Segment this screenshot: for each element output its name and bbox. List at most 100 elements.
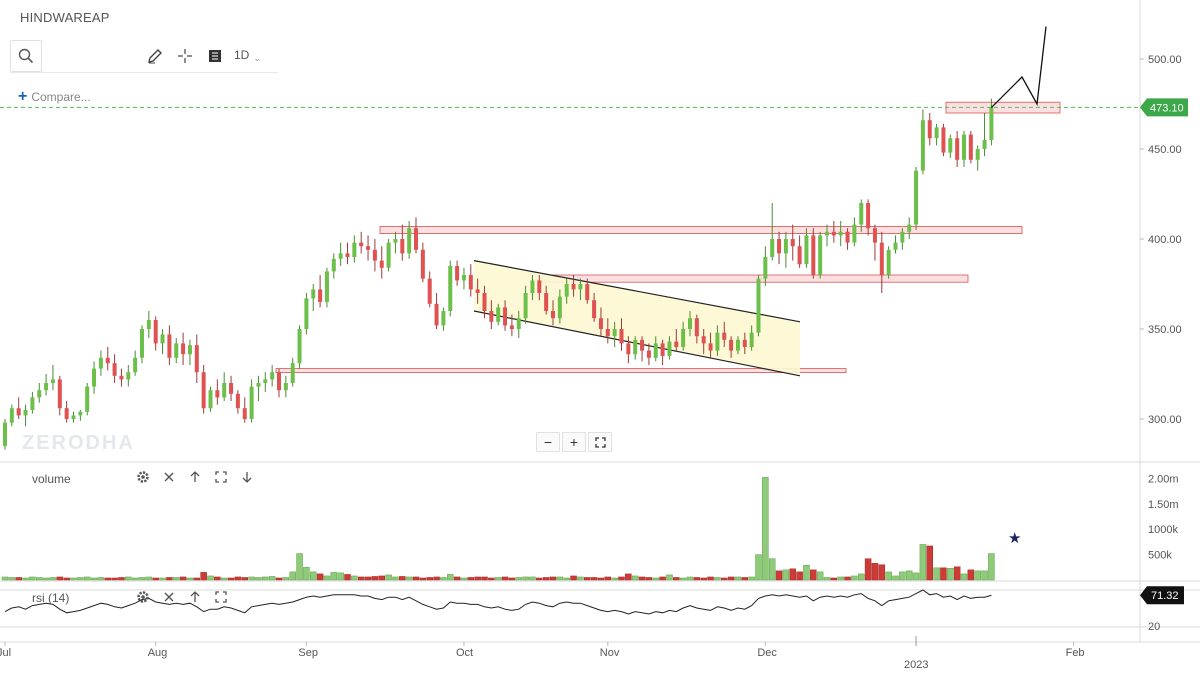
arrow-up-icon[interactable] — [188, 590, 202, 604]
candle-body — [71, 415, 76, 419]
candle-body — [660, 343, 665, 356]
candle-body — [633, 339, 638, 355]
candle-body — [530, 280, 535, 293]
candle-body — [872, 228, 877, 243]
pencil-icon[interactable] — [140, 41, 170, 71]
time-tick-label: Feb — [1066, 647, 1085, 659]
volume-bar — [378, 575, 385, 581]
candle-body — [119, 375, 124, 380]
volume-bar — [864, 558, 872, 581]
volume-bar — [501, 576, 509, 581]
volume-bar — [816, 571, 824, 581]
candle-body — [194, 345, 199, 373]
candle-body — [831, 231, 836, 236]
volume-bar — [8, 577, 16, 581]
candle-body — [934, 127, 939, 139]
volume-bar — [858, 573, 865, 581]
volume-bar — [90, 577, 98, 581]
candle-body — [16, 408, 21, 416]
search-icon[interactable] — [10, 40, 42, 72]
candle-body — [804, 235, 809, 265]
volume-bar — [227, 577, 235, 581]
volume-bar — [851, 575, 858, 581]
arrow-down-icon[interactable] — [240, 470, 254, 484]
candle-body — [523, 293, 528, 319]
volume-bar — [15, 577, 22, 581]
candle-body — [941, 127, 946, 153]
last-price-badge — [1140, 98, 1188, 117]
candle-body — [461, 275, 466, 281]
candle-body — [852, 224, 857, 243]
plus-icon[interactable]: + — [562, 432, 586, 452]
volume-bar — [810, 569, 817, 581]
interval-selector[interactable]: 1D ⌄ — [234, 48, 261, 64]
candle-body — [372, 249, 377, 261]
gear-icon[interactable] — [136, 590, 150, 604]
price-tick-label: 450.00 — [1148, 144, 1182, 156]
volume-bar — [138, 577, 146, 581]
volume-bar — [570, 575, 577, 581]
volume-bar — [159, 577, 166, 581]
close-icon[interactable] — [162, 470, 176, 484]
candle-body — [948, 138, 953, 153]
candle-body — [331, 258, 336, 272]
volume-bar — [207, 575, 214, 581]
time-tick-label: Sep — [298, 647, 318, 659]
close-icon[interactable] — [162, 590, 176, 604]
candle-body — [400, 239, 405, 254]
candle-body — [907, 224, 912, 232]
volume-bar — [549, 576, 557, 581]
volume-bar — [22, 577, 29, 581]
fit-icon[interactable] — [588, 432, 612, 452]
volume-bar — [481, 576, 488, 581]
volume-bar — [912, 572, 920, 581]
arrow-up-icon[interactable] — [188, 470, 202, 484]
chart-type-icon[interactable] — [200, 41, 230, 71]
candle-body — [496, 307, 501, 322]
candle-body — [167, 334, 172, 358]
candle-body — [468, 275, 473, 290]
minus-icon[interactable]: − — [536, 432, 560, 452]
gear-icon[interactable] — [136, 470, 150, 484]
volume-bar — [693, 577, 701, 581]
volume-bar — [844, 576, 851, 581]
volume-bar — [104, 577, 111, 581]
star-icon: ★ — [1008, 530, 1021, 547]
candle-body — [366, 246, 371, 250]
volume-bar — [248, 576, 255, 581]
candle-body — [537, 280, 542, 293]
volume-bar — [871, 562, 879, 581]
candle-body — [688, 318, 692, 329]
candle-body — [393, 239, 398, 243]
volume-bar — [111, 577, 118, 581]
volume-bar — [118, 577, 125, 581]
compare-button[interactable]: + Compare... — [18, 89, 91, 105]
candle-body — [126, 372, 131, 380]
rsi-line — [4, 589, 992, 615]
volume-bar — [268, 576, 276, 581]
expand-icon[interactable] — [214, 590, 228, 604]
time-tick-label: Dec — [757, 647, 777, 659]
volume-tick-label: 2.00m — [1148, 473, 1179, 485]
candle-body — [626, 343, 631, 355]
symbol-title: HINDWAREAP — [20, 10, 110, 25]
volume-bar — [515, 577, 522, 581]
candle-body — [564, 284, 569, 297]
volume-bar — [755, 554, 762, 581]
volume-bar — [296, 553, 303, 581]
volume-bar — [255, 577, 262, 581]
crosshair-icon[interactable] — [170, 41, 200, 71]
candle-body — [133, 357, 138, 373]
volume-bar — [337, 572, 344, 581]
candle-body — [256, 383, 261, 387]
volume-bar — [522, 576, 529, 581]
volume-bar — [631, 575, 639, 581]
candle-body — [694, 318, 699, 337]
candle-body — [914, 170, 919, 225]
volume-bar — [262, 576, 269, 581]
expand-icon[interactable] — [214, 470, 228, 484]
candle-body — [386, 242, 391, 268]
volume-bar — [241, 577, 248, 581]
volume-bar — [419, 577, 427, 581]
